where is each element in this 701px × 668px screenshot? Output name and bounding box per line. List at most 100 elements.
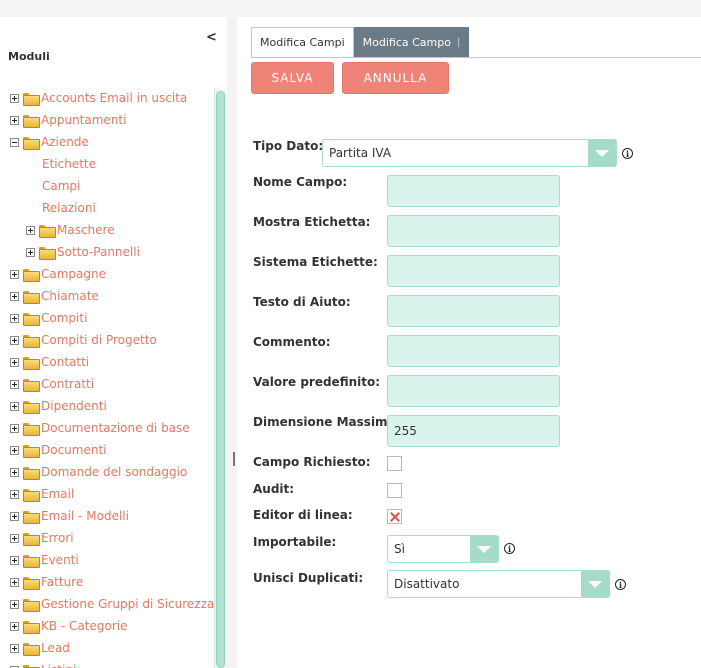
tree-item[interactable]: Email - Modelli xyxy=(10,505,129,527)
collapse-icon[interactable] xyxy=(10,137,19,147)
expand-icon[interactable] xyxy=(10,401,19,411)
expand-icon[interactable] xyxy=(10,335,19,345)
info-icon[interactable]: i xyxy=(615,579,626,590)
tree-item[interactable]: Sotto-Pannelli xyxy=(26,241,140,263)
audit-checkbox[interactable] xyxy=(387,483,402,498)
info-icon[interactable]: i xyxy=(504,543,515,554)
editor-di-linea-checkbox[interactable] xyxy=(387,509,402,524)
tree-item[interactable]: Contatti xyxy=(10,351,89,373)
tree-item[interactable]: Chiamate xyxy=(10,285,99,307)
expand-icon[interactable] xyxy=(10,291,19,301)
tree-item[interactable]: Maschere xyxy=(26,219,115,241)
tree-item[interactable]: Errori xyxy=(10,527,74,549)
tree-item[interactable]: Listini xyxy=(10,659,76,668)
tree-item-label[interactable]: Maschere xyxy=(57,223,115,237)
tree-item-label[interactable]: Lead xyxy=(41,641,70,655)
tree-item[interactable]: KB - Categorie xyxy=(10,615,128,637)
expand-icon[interactable] xyxy=(10,599,19,609)
info-icon[interactable]: i xyxy=(622,148,633,159)
cancel-button[interactable]: ANNULLA xyxy=(342,62,449,94)
campo-richiesto-checkbox[interactable] xyxy=(387,456,402,471)
tree-item-label[interactable]: Contratti xyxy=(41,377,95,391)
tree-item-label[interactable]: Compiti xyxy=(41,311,88,325)
tab-modifica-campo[interactable]: Modifica Campo | xyxy=(353,27,470,57)
tree-item[interactable]: Documentazione di base xyxy=(10,417,190,439)
sistema-etichette-input[interactable] xyxy=(387,255,560,287)
tree-item[interactable]: Campagne xyxy=(10,263,106,285)
tree-item-label[interactable]: Fatture xyxy=(41,575,84,589)
tree-item-label[interactable]: Contatti xyxy=(41,355,90,369)
nome-campo-input[interactable] xyxy=(387,175,560,207)
tree-item-label[interactable]: Gestione Gruppi di Sicurezza xyxy=(41,597,215,611)
tree-item[interactable]: Compiti di Progetto xyxy=(10,329,157,351)
importabile-select[interactable]: Sì xyxy=(387,535,499,563)
expand-icon[interactable] xyxy=(10,115,19,125)
tree-item[interactable]: Domande del sondaggio xyxy=(10,461,187,483)
tree-item-label[interactable]: Aziende xyxy=(41,135,89,149)
expand-icon[interactable] xyxy=(10,379,19,389)
expand-icon[interactable] xyxy=(10,445,19,455)
tree-item[interactable]: Fatture xyxy=(10,571,83,593)
tree-item[interactable]: Relazioni xyxy=(42,197,96,219)
tree-item-label[interactable]: Dipendenti xyxy=(41,399,107,413)
tree-item-label[interactable]: Campi xyxy=(42,179,81,193)
tree-item-label[interactable]: Appuntamenti xyxy=(41,113,127,127)
dimensione-massima-input[interactable]: 255 xyxy=(387,415,560,447)
tree-item-label[interactable]: Chiamate xyxy=(41,289,99,303)
expand-icon[interactable] xyxy=(10,489,19,499)
tree-item-label[interactable]: Email - Modelli xyxy=(41,509,129,523)
expand-icon[interactable] xyxy=(10,511,19,521)
save-button[interactable]: SALVA xyxy=(251,62,334,94)
tree-item[interactable]: Campi xyxy=(42,175,80,197)
tree-item-label[interactable]: Email xyxy=(41,487,75,501)
tree-item-label[interactable]: Etichette xyxy=(42,157,96,171)
tree-item-label[interactable]: Eventi xyxy=(41,553,79,567)
tree-item[interactable]: Accounts Email in uscita xyxy=(10,87,187,109)
tree-item[interactable]: Documenti xyxy=(10,439,107,461)
tree-item[interactable]: Etichette xyxy=(42,153,96,175)
expand-icon[interactable] xyxy=(10,93,19,103)
tree-item[interactable]: Gestione Gruppi di Sicurezza xyxy=(10,593,214,615)
tree-item-label[interactable]: Sotto-Pannelli xyxy=(57,245,140,259)
expand-icon[interactable] xyxy=(10,357,19,367)
tab-modifica-campi[interactable]: Modifica Campi xyxy=(251,27,354,57)
tipo-dato-select[interactable]: Partita IVA xyxy=(322,139,617,167)
collapse-panel-button[interactable]: < xyxy=(206,30,217,45)
unisci-duplicati-select[interactable]: Disattivato xyxy=(387,570,610,598)
tree-item-label[interactable]: Campagne xyxy=(41,267,106,281)
expand-icon[interactable] xyxy=(10,269,19,279)
expand-icon[interactable] xyxy=(10,555,19,565)
testo-di-aiuto-input[interactable] xyxy=(387,295,560,327)
tree-item[interactable]: Dipendenti xyxy=(10,395,107,417)
tree-item[interactable]: Contratti xyxy=(10,373,94,395)
tree-scrollbar[interactable] xyxy=(214,89,226,668)
expand-icon[interactable] xyxy=(26,247,35,257)
tree-item[interactable]: Email xyxy=(10,483,74,505)
valore-predefinito-input[interactable] xyxy=(387,375,560,407)
tree-item-label[interactable]: KB - Categorie xyxy=(41,619,128,633)
expand-icon[interactable] xyxy=(10,643,19,653)
tree-item-label[interactable]: Compiti di Progetto xyxy=(41,333,157,347)
expand-icon[interactable] xyxy=(10,313,19,323)
expand-icon[interactable] xyxy=(10,621,19,631)
expand-icon[interactable] xyxy=(26,225,35,235)
tree-item[interactable]: Aziende xyxy=(10,131,89,153)
tree-scrollbar-thumb[interactable] xyxy=(216,91,225,668)
expand-icon[interactable] xyxy=(10,423,19,433)
tree-item-label[interactable]: Documenti xyxy=(41,443,107,457)
expand-icon[interactable] xyxy=(10,533,19,543)
tree-item-label[interactable]: Errori xyxy=(41,531,74,545)
tree-item[interactable]: Eventi xyxy=(10,549,79,571)
mostra-etichetta-input[interactable] xyxy=(387,215,560,247)
tree-item-label[interactable]: Documentazione di base xyxy=(41,421,190,435)
tree-item-label[interactable]: Listini xyxy=(41,663,76,668)
expand-icon[interactable] xyxy=(10,467,19,477)
tree-item[interactable]: Lead xyxy=(10,637,70,659)
panel-resize-handle[interactable] xyxy=(233,452,235,466)
tree-item-label[interactable]: Accounts Email in uscita xyxy=(41,91,188,105)
tree-item-label[interactable]: Domande del sondaggio xyxy=(41,465,188,479)
tree-item[interactable]: Appuntamenti xyxy=(10,109,126,131)
commento-input[interactable] xyxy=(387,335,560,367)
tree-item-label[interactable]: Relazioni xyxy=(42,201,96,215)
expand-icon[interactable] xyxy=(10,577,19,587)
